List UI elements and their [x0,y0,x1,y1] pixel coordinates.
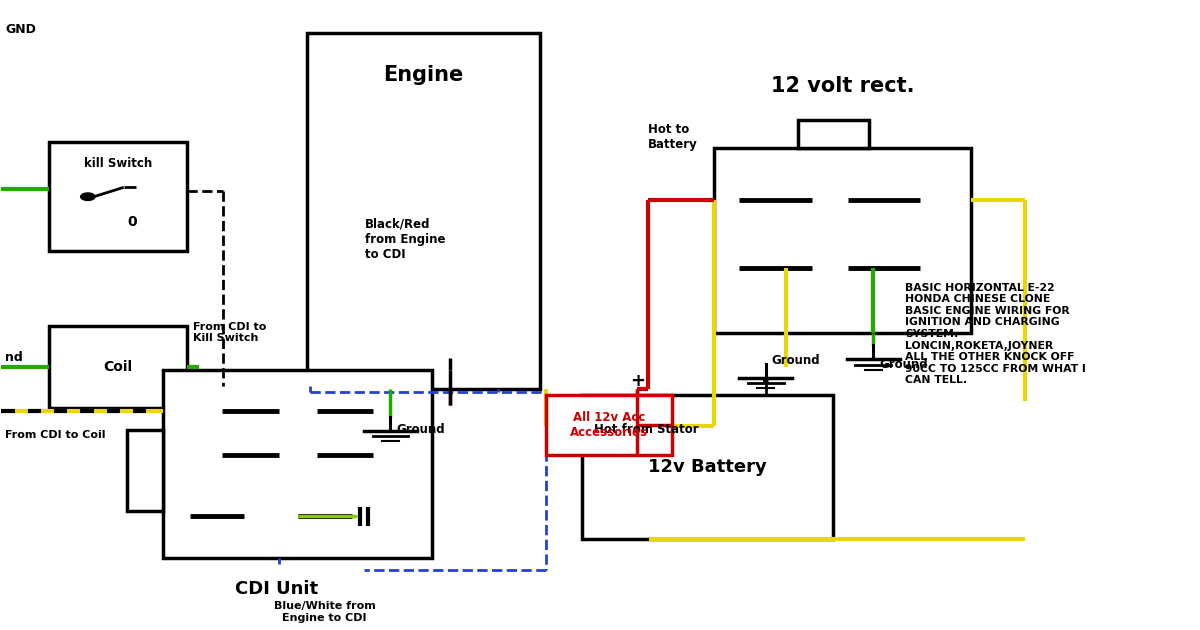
Text: All 12v Acc
Accessories: All 12v Acc Accessories [570,411,648,439]
Text: -: - [762,372,769,390]
Text: Hot from Stator: Hot from Stator [594,423,698,437]
Text: From CDI to Coil: From CDI to Coil [5,430,106,440]
Text: 12v Battery: 12v Battery [648,458,767,476]
Bar [307,33,540,389]
Text: Black/Red
from Engine
to CDI: Black/Red from Engine to CDI [365,218,445,261]
Text: Ground: Ground [396,423,445,437]
Bar [714,148,971,333]
Text: Coil: Coil [103,360,133,374]
Bar [127,430,163,511]
Text: GND: GND [5,23,36,36]
Text: From CDI to
Kill Switch: From CDI to Kill Switch [193,322,266,343]
Bar [798,120,869,148]
Bar [546,395,672,454]
Bar [49,326,187,408]
Text: kill Switch: kill Switch [84,158,152,170]
Text: +: + [630,372,644,390]
Bar [49,142,187,251]
Text: 12 volt rect.: 12 volt rect. [770,76,914,96]
Circle shape [80,193,95,200]
Text: Engine: Engine [383,66,463,86]
Text: 0: 0 [127,215,137,229]
Text: nd: nd [5,351,23,364]
Bar [163,370,432,558]
Text: Ground: Ground [772,354,820,367]
Text: Hot to
Battery: Hot to Battery [648,123,697,151]
Text: Ground: Ground [880,358,928,370]
Bar [582,395,834,539]
Text: BASIC HORIZONTAL E-22
HONDA CHINESE CLONE
BASIC ENGINE WIRING FOR
IGNITION AND C: BASIC HORIZONTAL E-22 HONDA CHINESE CLON… [905,283,1086,386]
Text: CDI Unit: CDI Unit [234,580,318,598]
Text: Blue/White from
Engine to CDI: Blue/White from Engine to CDI [274,602,376,623]
